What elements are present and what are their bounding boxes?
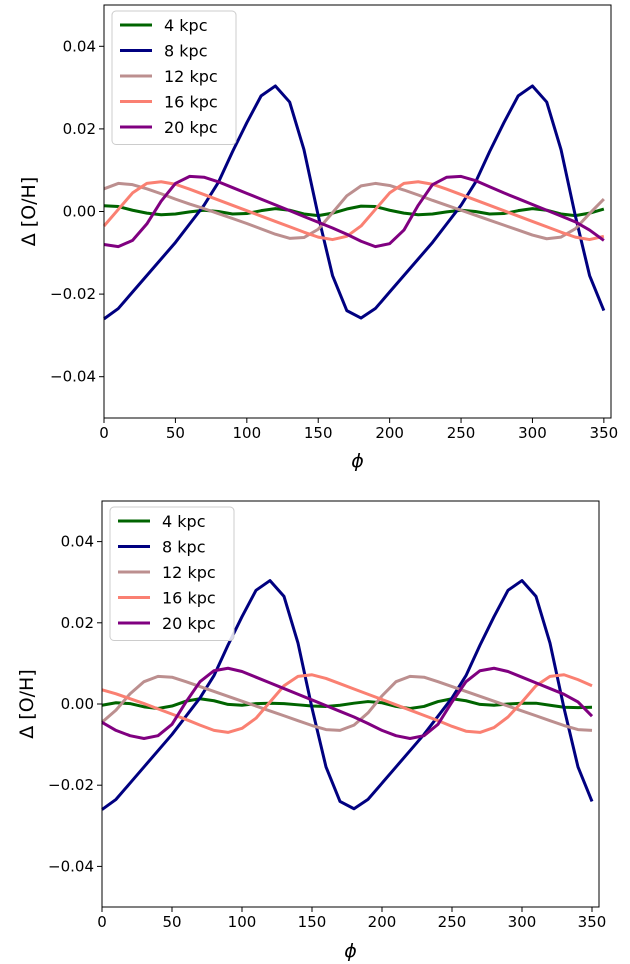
bottom-series-line-3 (101, 673, 593, 734)
top-series-line-3 (102, 180, 605, 242)
top-x-tick-label: 150 (304, 424, 333, 442)
top-y-tick-label: 0.04 (63, 37, 96, 55)
top-y-axis-label: Δ [O/H] (18, 177, 40, 247)
top-x-axis-label: ϕ (351, 450, 364, 472)
bottom-series-line-0 (101, 697, 593, 710)
top-series-line-1 (103, 84, 606, 321)
top-x-tick-label: 0 (99, 424, 109, 442)
top-x-tick-label: 250 (447, 424, 476, 442)
top-legend-label-2: 12 kpc (164, 67, 218, 86)
top-legend: 4 kpc 8 kpc 12 kpc 16 kpc 20 kpc (111, 10, 237, 145)
bottom-legend-label-2: 12 kpc (162, 563, 216, 582)
bottom-y-tick-label: −0.04 (48, 857, 94, 875)
top-series-line-0 (103, 204, 605, 218)
top-legend-label-4: 20 kpc (164, 118, 218, 137)
bottom-x-tick-label: 250 (438, 913, 467, 931)
top-legend-label-1: 8 kpc (164, 42, 207, 61)
top-series-line-4 (103, 174, 605, 249)
bottom-x-tick-label: 50 (162, 913, 181, 931)
bottom-legend-label-3: 16 kpc (162, 589, 216, 608)
bottom-legend-label-0: 4 kpc (162, 512, 205, 531)
top-legend-label-3: 16 kpc (164, 93, 218, 112)
bottom-series-line-2 (101, 674, 593, 732)
bottom-y-axis-label: Δ [O/H] (16, 669, 38, 739)
bottom-legend-box (109, 506, 235, 641)
bottom-plot-panel: 0 50 100 150 200 250 300 350 −0.04 −0.02 0.00 0.02 0… (16, 500, 607, 962)
top-x-tick-label: 50 (166, 424, 185, 442)
top-y-tick-label: 0.00 (63, 203, 96, 221)
top-y-tick-label: 0.02 (63, 120, 96, 138)
bottom-y-tick-label: 0.02 (61, 614, 94, 632)
bottom-y-tick-label: 0.00 (61, 695, 94, 713)
top-y-tick-label: −0.04 (50, 368, 96, 386)
top-plot-panel: 0 50 100 150 200 250 300 350 −0.04 −0.02 0.00 0.02 0… (18, 4, 619, 472)
bottom-legend: 4 kpc 8 kpc 12 kpc 16 kpc 20 kpc (109, 506, 235, 641)
top-plot-frame (103, 4, 612, 419)
top-x-tick-label: 300 (518, 424, 547, 442)
bottom-x-tick-label: 200 (368, 913, 397, 931)
bottom-plot-frame (101, 500, 600, 908)
bottom-x-tick-label: 300 (508, 913, 537, 931)
bottom-x-tick-label: 150 (298, 913, 327, 931)
top-x-tick-label: 100 (232, 424, 261, 442)
bottom-x-tick-label: 0 (97, 913, 107, 931)
top-x-tick-label: 350 (590, 424, 619, 442)
bottom-x-axis-label: ϕ (344, 940, 357, 962)
top-y-tick-label: −0.02 (50, 285, 96, 303)
bottom-series-line-4 (101, 666, 594, 741)
bottom-x-tick-label: 100 (228, 913, 257, 931)
bottom-x-tick-label: 350 (578, 913, 607, 931)
bottom-y-tick-label: 0.04 (61, 533, 94, 551)
top-legend-box (111, 10, 237, 145)
top-legend-label-0: 4 kpc (164, 16, 207, 35)
top-x-tick-label: 200 (375, 424, 404, 442)
top-series-line-2 (103, 181, 605, 241)
bottom-y-tick-label: −0.02 (48, 776, 94, 794)
bottom-legend-label-1: 8 kpc (162, 538, 205, 557)
bottom-legend-label-4: 20 kpc (162, 614, 216, 633)
